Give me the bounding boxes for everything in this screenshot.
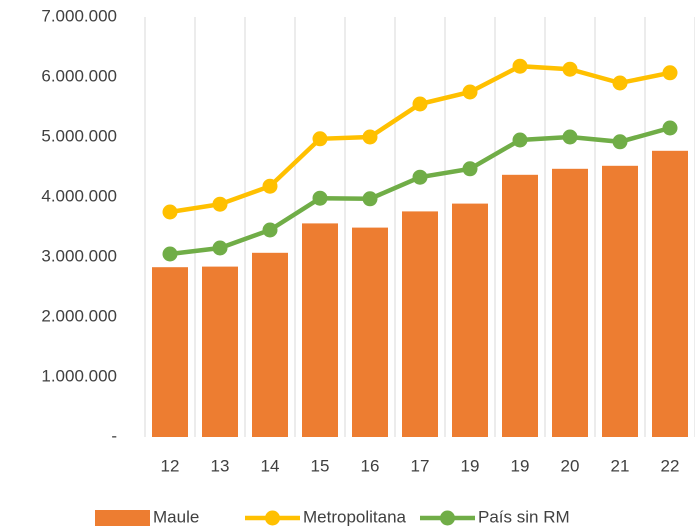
marker: [212, 196, 228, 212]
marker: [512, 132, 528, 148]
bar: [552, 168, 588, 438]
marker: [212, 240, 228, 256]
legend-swatch: [440, 510, 455, 526]
y-tick-label: 3.000.000: [41, 246, 117, 265]
y-tick-label: -: [111, 426, 117, 445]
marker: [462, 161, 478, 177]
bar: [152, 267, 188, 437]
marker: [612, 75, 628, 91]
marker: [162, 204, 178, 220]
marker: [362, 129, 378, 145]
marker: [662, 65, 678, 81]
x-tick-label: 13: [211, 456, 230, 475]
x-tick-label: 14: [261, 456, 280, 475]
y-tick-label: 2.000.000: [41, 306, 117, 325]
marker: [662, 120, 678, 136]
bar: [202, 266, 238, 437]
marker: [312, 190, 328, 206]
marker: [412, 96, 428, 112]
x-tick-label: 19: [461, 456, 480, 475]
bar: [302, 223, 338, 437]
x-tick-label: 19: [511, 456, 530, 475]
bar: [502, 174, 538, 438]
x-tick-label: 17: [411, 456, 430, 475]
y-tick-label: 7.000.000: [41, 6, 117, 25]
y-tick-label: 5.000.000: [41, 126, 117, 145]
x-tick-label: 15: [311, 456, 330, 475]
marker: [262, 222, 278, 238]
marker: [562, 61, 578, 77]
bar: [602, 165, 638, 438]
y-tick-label: 4.000.000: [41, 186, 117, 205]
marker: [162, 246, 178, 262]
y-tick-label: 6.000.000: [41, 66, 117, 85]
legend-label: Maule: [153, 507, 199, 526]
legend-swatch: [95, 510, 150, 526]
bar: [652, 150, 688, 438]
bar: [452, 203, 488, 437]
bar: [252, 252, 288, 437]
bar: [402, 211, 438, 437]
x-tick-label: 21: [611, 456, 630, 475]
legend-label: Metropolitana: [303, 507, 407, 526]
marker: [312, 131, 328, 147]
x-tick-label: 16: [361, 456, 380, 475]
marker: [362, 191, 378, 207]
legend-label: País sin RM: [478, 507, 570, 526]
x-tick-label: 20: [561, 456, 580, 475]
marker: [262, 178, 278, 194]
marker: [562, 129, 578, 145]
legend-swatch: [265, 510, 280, 526]
y-tick-label: 1.000.000: [41, 366, 117, 385]
bar: [352, 227, 388, 437]
x-tick-label: 22: [661, 456, 680, 475]
marker: [412, 169, 428, 185]
marker: [612, 134, 628, 150]
marker: [462, 84, 478, 100]
marker: [512, 58, 528, 74]
x-tick-label: 12: [161, 456, 180, 475]
